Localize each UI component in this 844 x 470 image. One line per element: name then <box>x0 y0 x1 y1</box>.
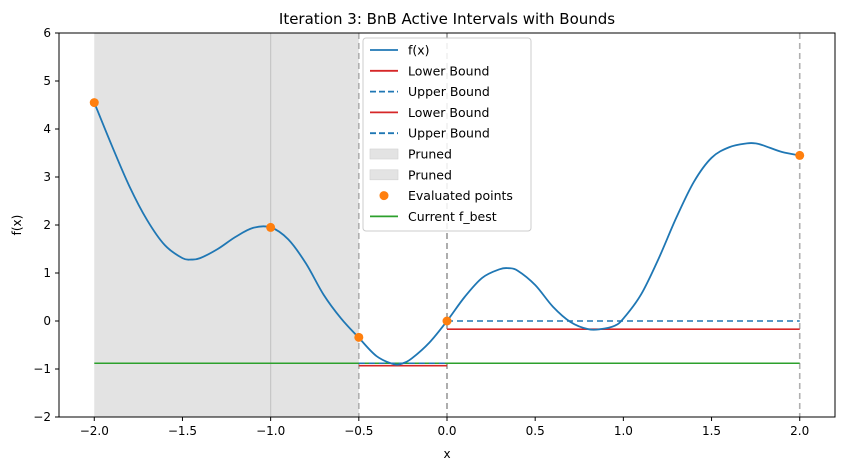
legend-swatch-7 <box>379 191 389 201</box>
y-axis-label: f(x) <box>10 215 24 236</box>
plot-content <box>93 33 801 417</box>
x-tick-label-1: −1.5 <box>168 424 197 438</box>
x-tick-label-8: 2.0 <box>790 424 809 438</box>
evaluated-point-3 <box>442 316 452 326</box>
y-tick-label-3: 1 <box>43 266 51 280</box>
y-tick-label-1: −1 <box>33 362 51 376</box>
legend-label-4: Upper Bound <box>408 126 490 141</box>
y-tick-label-8: 6 <box>43 26 51 40</box>
pruned-region-0 <box>94 33 271 417</box>
x-tick-label-7: 1.5 <box>702 424 721 438</box>
f-curve <box>93 102 800 366</box>
pruned-region-1 <box>270 33 359 417</box>
legend-box <box>362 37 532 232</box>
evaluated-point-1 <box>266 222 276 232</box>
x-tick-label-3: −0.5 <box>344 424 373 438</box>
legend-label-0: f(x) <box>408 43 430 58</box>
y-tick-label-4: 2 <box>43 218 51 232</box>
legend-swatch-5 <box>369 148 399 160</box>
legend-label-8: Current f_best <box>408 209 497 224</box>
evaluated-point-0 <box>89 98 99 108</box>
y-tick-label-6: 4 <box>43 122 51 136</box>
legend: f(x) Lower Bound Upper Bound Lower Bound Upp… <box>362 37 532 232</box>
legend-swatch-6 <box>369 169 399 181</box>
x-tick-label-6: 1.0 <box>614 424 633 438</box>
x-tick-label-0: −2.0 <box>80 424 109 438</box>
y-tick-label-7: 5 <box>43 74 51 88</box>
chart-title: Iteration 3: BnB Active Intervals with B… <box>279 10 615 28</box>
y-tick-label-5: 3 <box>43 170 51 184</box>
legend-label-3: Lower Bound <box>408 105 489 120</box>
x-tick-label-2: −1.0 <box>256 424 285 438</box>
y-tick-label-2: 0 <box>43 314 51 328</box>
x-tick-label-4: 0.0 <box>437 424 456 438</box>
plot-area: −2.0 −1.5 −1.0 −0.5 0.0 0.5 1.0 1.5 2.0 −2 −1 0 1 2 3 4… <box>33 26 836 438</box>
x-axis-label: x <box>443 447 450 461</box>
legend-label-1: Lower Bound <box>408 63 489 78</box>
x-tick-label-5: 0.5 <box>526 424 545 438</box>
legend-label-7: Evaluated points <box>408 188 513 203</box>
legend-label-5: Pruned <box>408 147 452 162</box>
evaluated-point-4 <box>795 150 805 160</box>
legend-label-6: Pruned <box>408 167 452 182</box>
y-tick-label-0: −2 <box>33 410 51 424</box>
legend-label-2: Upper Bound <box>408 84 490 99</box>
evaluated-point-2 <box>354 332 364 342</box>
